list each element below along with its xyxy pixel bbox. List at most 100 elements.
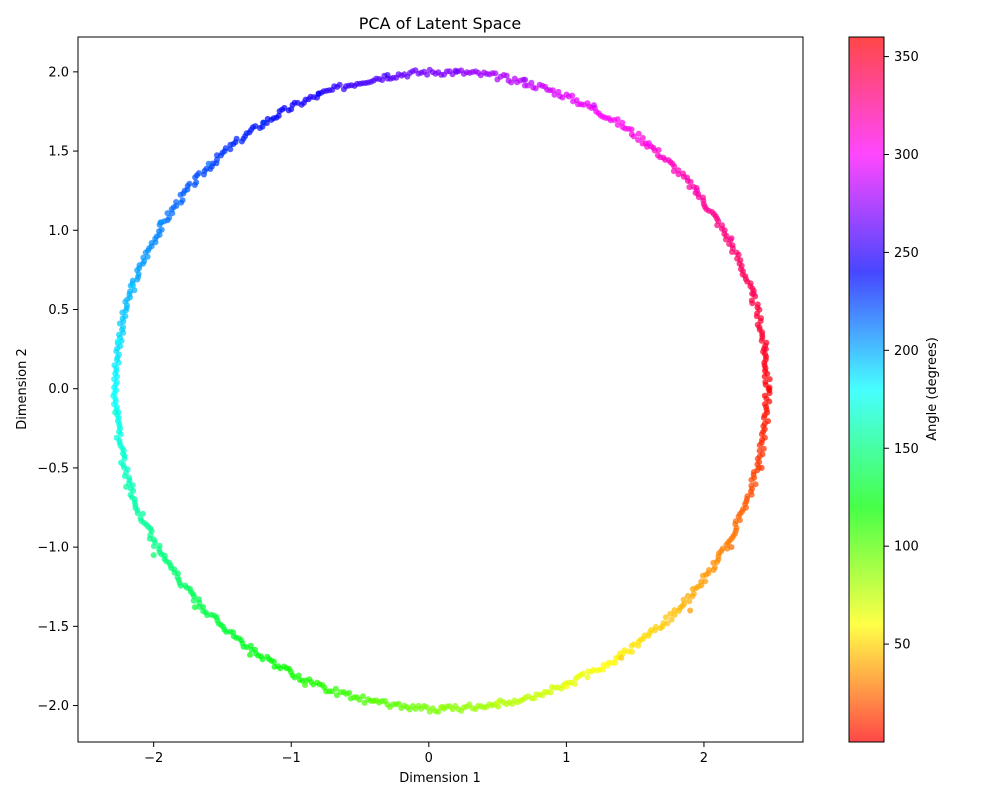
scatter-point [113,434,120,441]
scatter-point [760,414,767,421]
scatter-point [384,72,391,78]
x-axis-label: Dimension 1 [399,771,481,786]
scatter-point [618,655,625,661]
scatter-point [748,476,755,483]
scatter-point [671,163,678,170]
x-tick-label: 0 [425,751,433,766]
plot-area: −2 −1 0 1 2 −2.0 −1.5 −1.0 −0.5 0.0 0.5 1.0 1.5 2.0 [37,36,804,766]
scatter-point [569,92,576,99]
scatter-point [205,160,212,167]
scatter-point [302,682,308,688]
scatter-point [494,699,501,706]
scatter-point [584,674,591,681]
scatter-point [398,705,405,712]
scatter-point [548,684,555,690]
colorbar-tick-label: 50 [894,638,911,653]
scatter-point [765,385,772,392]
y-tick-label: 1.0 [48,224,69,239]
y-tick-label: −0.5 [37,461,69,476]
scatter-point [680,596,687,603]
colorbar-tick-label: 100 [894,540,919,555]
scatter-point [157,219,164,226]
scatter-point [662,614,669,621]
scatter-point [195,596,202,603]
scatter-point [214,156,220,163]
scatter-point [508,79,515,86]
scatter-point [628,126,635,133]
colorbar-tick-label: 350 [894,50,919,65]
scatter-point [222,145,229,152]
scatter-point [758,464,765,471]
scatter-point [613,655,619,662]
scatter-point [227,146,234,153]
scatter-point [689,586,696,592]
scatter-point [191,604,198,611]
scatter-point [684,592,691,599]
scatter-point [639,135,646,141]
y-tick-label: −1.5 [37,620,69,635]
scatter-point [758,337,765,344]
scatter-point [590,102,597,109]
scatter-point [195,170,202,177]
scatter-point [614,121,621,128]
scatter-point [173,199,180,205]
scatter-point [193,179,200,186]
scatter-point [635,137,642,143]
scatter-point [275,112,282,119]
scatter-point [182,582,189,589]
scatter-point [156,542,163,549]
scatter-point [111,362,118,369]
scatter-point [522,76,529,83]
y-tick-label: 0.5 [48,303,69,318]
scatter-point [628,642,635,649]
scatter-point [252,123,259,130]
x-tick-label: 1 [562,751,570,766]
colorbar-tick-label: 150 [894,442,919,457]
scatter-point [166,214,173,221]
scatter-point [766,398,773,405]
y-tick-label: −2.0 [37,699,69,714]
scatter-point [264,653,271,660]
y-tick-label: 0.0 [48,382,69,397]
scatter-point [336,81,343,88]
y-tick-label: 1.5 [48,145,69,160]
scatter-point [370,697,377,704]
scatter-point [503,72,510,79]
scatter-point [424,71,431,78]
scatter-point [687,178,694,185]
scatter-point [670,168,677,175]
scatter-point [657,625,664,632]
x-tick-label: −1 [282,751,301,766]
scatter-point [761,373,768,380]
scatter-point [131,287,138,294]
scatter-point [190,597,197,604]
scatter-point [630,133,637,140]
scatter-point [179,197,186,204]
scatter-point [728,235,735,242]
scatter-point [129,277,136,284]
scatter-point [729,249,735,255]
scatter-point [667,610,674,617]
scatter-point [676,607,682,614]
scatter-point [655,147,662,153]
chart-title: PCA of Latent Space [359,14,521,33]
scatter-point [130,282,136,289]
scatter-point [439,704,446,711]
scatter-point [600,661,607,668]
scatter-point [749,300,756,307]
colorbar-gradient [848,36,885,743]
scatter-point [296,677,303,683]
y-ticks: −2.0 −1.5 −1.0 −0.5 0.0 0.5 1.0 1.5 2.0 [37,65,78,714]
plot-frame [77,36,804,743]
scatter-point [766,376,773,383]
scatter-point [710,567,717,573]
scatter-point [668,616,675,623]
scatter-point [671,607,678,614]
colorbar-tick-label: 300 [894,148,919,163]
scatter-point [614,116,621,123]
scatter-point [532,85,539,92]
scatter-point [186,180,193,187]
scatter-point [271,663,278,670]
y-axis-label: Dimension 2 [15,348,30,430]
